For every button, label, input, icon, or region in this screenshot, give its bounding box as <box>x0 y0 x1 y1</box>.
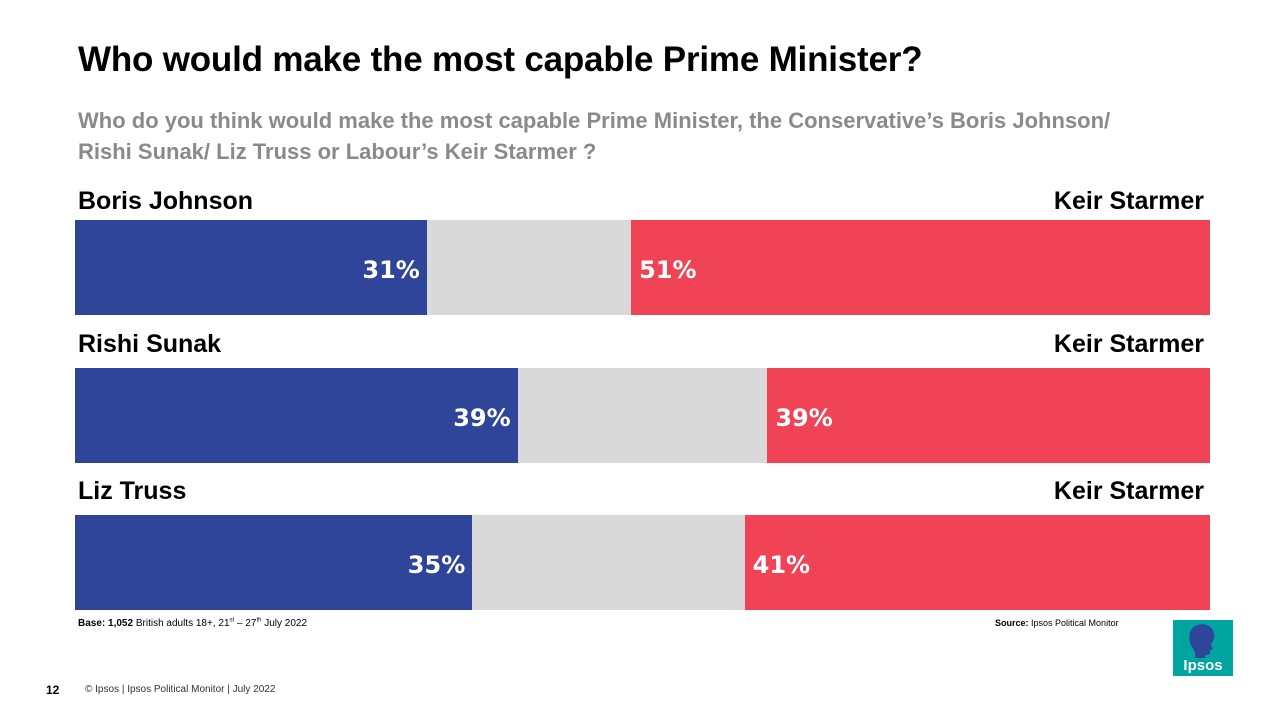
footer-text: © Ipsos | Ipsos Political Monitor | July… <box>85 684 276 695</box>
base-label: Base: <box>78 618 106 629</box>
row-right-name: Keir Starmer <box>1053 477 1204 505</box>
labour-value-label: 41% <box>752 551 811 579</box>
labour-bar-segment: 51% <box>631 220 1210 315</box>
source-note: Source: Ipsos Political Monitor <box>995 618 1119 628</box>
base-text-end: July 2022 <box>264 618 308 629</box>
source-label: Source: <box>995 618 1029 628</box>
base-text-mid: – 27 <box>236 618 257 629</box>
base-sup-th: th <box>256 617 262 624</box>
stacked-bar: 35% 41% <box>75 515 1210 610</box>
conservative-value-label: 39% <box>453 404 511 432</box>
stacked-bar: 39% 39% <box>75 368 1210 463</box>
row-right-name: Keir Starmer <box>1053 330 1204 358</box>
base-note: Base: 1,052 British adults 18+, 21st – 2… <box>78 618 307 629</box>
ipsos-logo: Ipsos <box>1173 620 1233 676</box>
labour-value-label: 39% <box>775 404 833 432</box>
row-left-name: Boris Johnson <box>78 187 254 215</box>
labour-bar-segment: 39% <box>767 368 1210 463</box>
conservative-bar-segment: 39% <box>75 368 518 463</box>
base-text: British adults 18+, 21 <box>135 618 230 629</box>
row-right-name: Keir Starmer <box>1053 187 1204 215</box>
conservative-value-label: 31% <box>362 256 420 284</box>
base-count: 1,052 <box>108 618 134 629</box>
labour-value-label: 51% <box>639 256 697 284</box>
source-text: Ipsos Political Monitor <box>1031 618 1119 628</box>
stacked-bar: 31% 51% <box>75 220 1210 315</box>
base-sup-st: st <box>229 617 235 624</box>
row-left-name: Liz Truss <box>78 477 187 505</box>
row-left-name: Rishi Sunak <box>78 330 222 358</box>
logo-text: Ipsos <box>1183 657 1222 674</box>
labour-bar-segment: 41% <box>744 515 1210 610</box>
conservative-bar-segment: 31% <box>75 220 427 315</box>
conservative-bar-segment: 35% <box>75 515 473 610</box>
question-subtitle: Who do you think would make the most cap… <box>78 108 1111 164</box>
conservative-value-label: 35% <box>407 551 466 579</box>
ipsos-head-icon <box>1189 624 1215 658</box>
page-title: Who would make the most capable Prime Mi… <box>78 40 923 79</box>
page-number: 12 <box>46 683 60 697</box>
